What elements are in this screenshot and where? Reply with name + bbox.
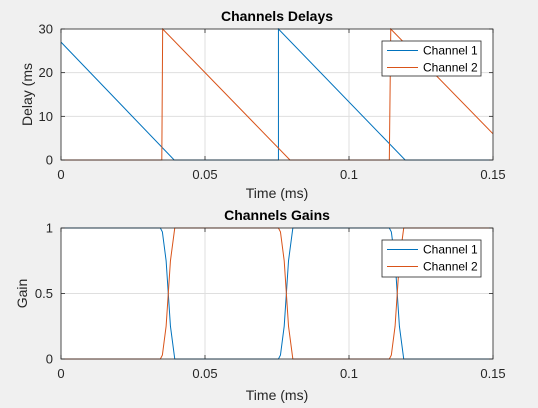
axes-box [60, 28, 494, 161]
legend-label: Channel 1 [423, 44, 478, 58]
chart-panel: 0 0.05 0.1 0.15 0 0.5 1 Channels Gains Time (ms)… [14, 207, 506, 403]
y-axis-label: Gain [14, 279, 30, 309]
x-axis-label: Time (ms) [246, 387, 308, 403]
y-tick-label: 20 [39, 65, 53, 80]
series-line-channel-1 [61, 227, 493, 360]
chart-title: Channels Delays [221, 8, 333, 24]
legend-label: Channel 2 [423, 260, 478, 274]
legend-label: Channel 2 [423, 61, 478, 75]
legend: Channel 1 Channel 2 [381, 239, 482, 278]
chart-panel: 0 0.05 0.1 0.15 0 10 20 30 Channels Delays Time (… [19, 8, 506, 201]
legend-label: Channel 1 [423, 243, 478, 257]
y-axis-label: Delay (ms [19, 63, 35, 126]
legend: Channel 1 Channel 2 [381, 40, 482, 77]
y-tick-label: 0 [46, 153, 53, 168]
y-tick-label: 1 [46, 221, 53, 236]
chart-title: Channels Gains [224, 207, 330, 223]
y-tick-label: 0 [46, 352, 53, 367]
x-tick-label: 0.15 [480, 366, 505, 381]
x-tick-label: 0.1 [340, 366, 358, 381]
x-tick-label: 0.05 [192, 366, 217, 381]
legend-box [381, 239, 482, 278]
x-tick-label: 0.15 [480, 167, 505, 182]
y-tick-label: 0.5 [35, 286, 53, 301]
x-axis-label: Time (ms) [246, 185, 308, 201]
y-tick-label: 30 [39, 22, 53, 37]
x-tick-label: 0 [57, 366, 64, 381]
series-line-channel-2 [61, 227, 493, 360]
x-tick-label: 0.05 [192, 167, 217, 182]
x-tick-label: 0 [57, 167, 64, 182]
x-tick-label: 0.1 [340, 167, 358, 182]
legend-box [381, 40, 482, 77]
y-tick-label: 10 [39, 109, 53, 124]
